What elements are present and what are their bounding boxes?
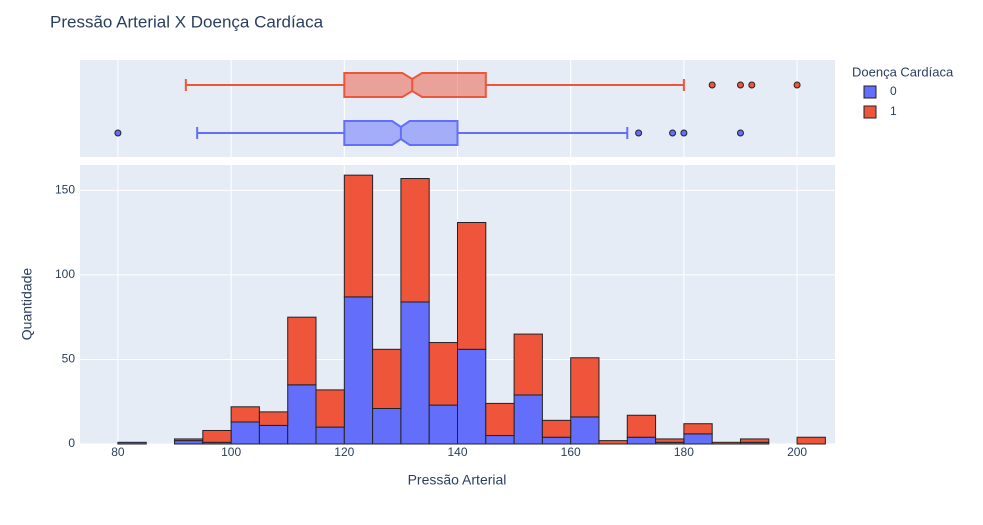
y-axis-label: Quantidade — [19, 268, 35, 341]
outlier — [708, 81, 716, 89]
histogram-bar — [343, 174, 374, 298]
histogram-bar — [513, 394, 543, 445]
histogram-bar — [739, 438, 770, 443]
y-tick-label: 100 — [55, 267, 75, 281]
y-tick-label: 150 — [55, 183, 75, 197]
outlier — [635, 129, 643, 137]
histogram-bar — [400, 178, 430, 303]
legend-title: Doença Cardíaca — [852, 64, 954, 79]
histogram-bar — [174, 440, 204, 445]
histogram-bar — [513, 333, 543, 396]
histogram-bar — [711, 441, 741, 445]
y-tick-label: 50 — [62, 352, 76, 366]
histogram-bar — [598, 440, 628, 445]
histogram-bar — [428, 404, 459, 445]
histogram-bar — [287, 316, 317, 386]
histogram-bar — [230, 406, 260, 423]
outlier — [680, 129, 688, 137]
x-axis-label: Pressão Arterial — [408, 472, 507, 488]
legend-swatch — [863, 85, 877, 99]
x-tick-label: 200 — [787, 445, 807, 459]
x-tick-label: 80 — [111, 445, 125, 459]
x-tick-label: 140 — [447, 445, 467, 459]
legend-label: 0 — [890, 84, 897, 98]
histogram-bar — [258, 411, 289, 426]
x-tick-label: 100 — [221, 445, 241, 459]
histogram-bar — [541, 436, 572, 445]
outlier — [114, 129, 122, 137]
legend-swatch — [863, 105, 877, 119]
histogram-bar — [428, 342, 459, 406]
outlier — [736, 129, 744, 137]
histogram-bar — [655, 438, 685, 443]
histogram-bar — [683, 423, 713, 435]
outlier — [748, 81, 756, 89]
histogram-bar — [570, 416, 600, 445]
histogram-bar — [683, 433, 713, 445]
histogram-bar — [457, 221, 487, 350]
histogram-bar — [457, 348, 487, 445]
histogram-bar — [174, 438, 204, 442]
histogram-bar — [230, 421, 260, 445]
outlier — [736, 81, 744, 89]
histogram-bar — [287, 384, 317, 445]
box — [343, 72, 487, 98]
legend-label: 1 — [890, 104, 897, 118]
histogram-bar — [485, 435, 515, 445]
chart-title: Pressão Arterial X Doença Cardíaca — [50, 12, 324, 31]
histogram-bar — [400, 301, 430, 445]
histogram-bar — [117, 441, 147, 445]
x-tick-label: 180 — [674, 445, 694, 459]
histogram-bar — [372, 407, 402, 445]
x-tick-label: 160 — [561, 445, 581, 459]
outlier — [793, 81, 801, 89]
histogram-bar — [258, 424, 289, 445]
histogram-bar — [541, 419, 572, 438]
histogram-bar — [485, 402, 515, 437]
outlier — [669, 129, 677, 137]
histogram-bar — [626, 414, 657, 438]
histogram-bar — [372, 348, 402, 409]
histogram-bar — [570, 357, 600, 418]
x-tick-label: 120 — [334, 445, 354, 459]
histogram-bar — [626, 436, 657, 445]
histogram-bar — [202, 429, 232, 443]
histogram-bar — [315, 389, 345, 428]
y-tick-label: 0 — [68, 436, 75, 450]
histogram-bar — [343, 296, 374, 445]
histogram-bar — [796, 436, 826, 445]
histogram-bar — [315, 426, 345, 445]
